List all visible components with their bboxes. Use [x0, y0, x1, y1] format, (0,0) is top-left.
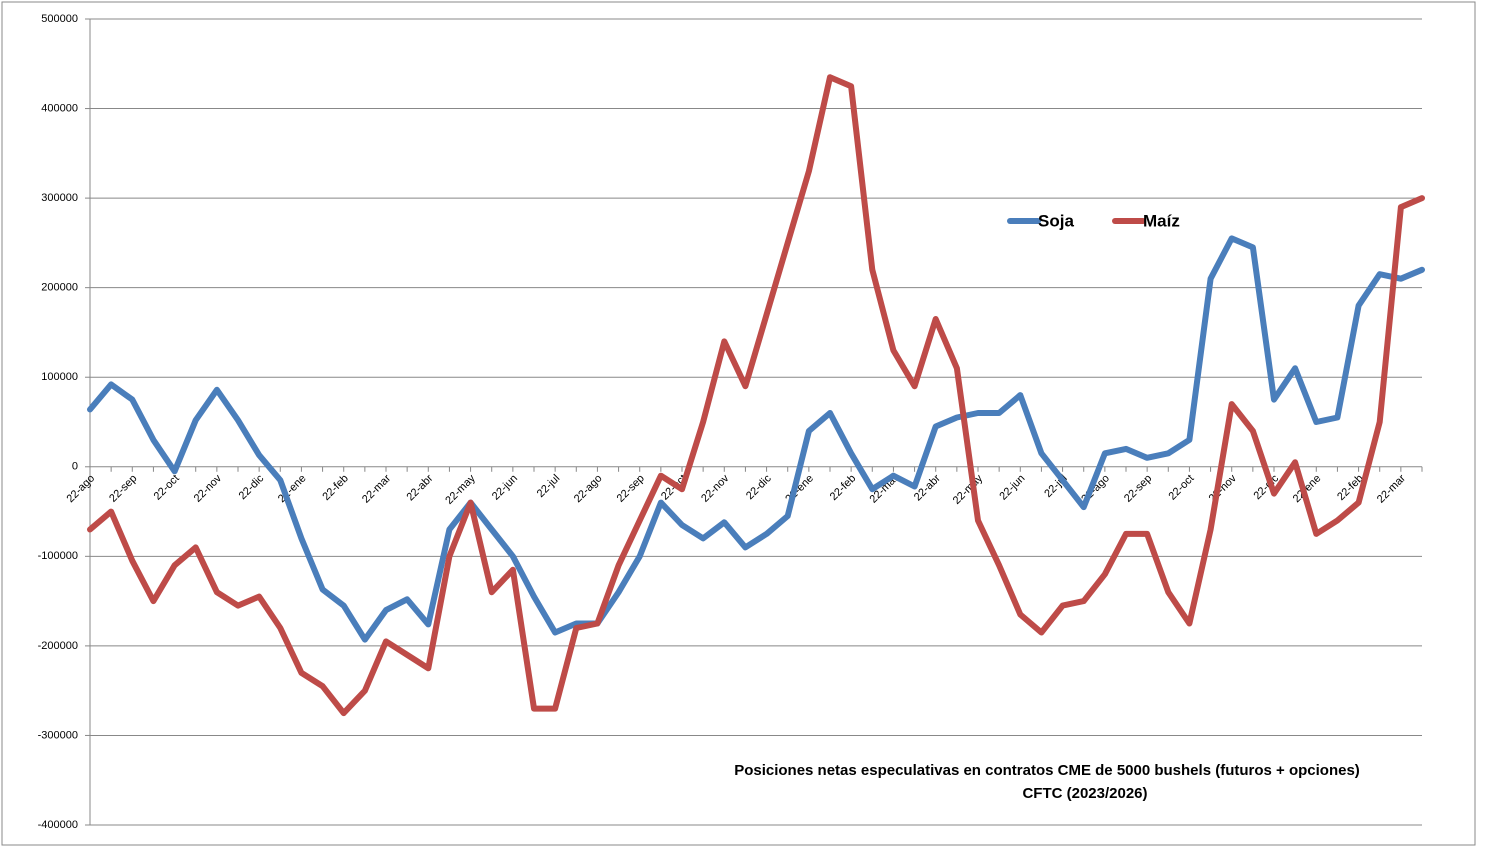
- y-tick-label: 400000: [41, 102, 78, 114]
- y-tick-label: 0: [72, 461, 78, 473]
- series-line: [87, 235, 1425, 643]
- y-tick-label: -100000: [38, 550, 78, 562]
- chart-title: Posiciones netas especulativas en contra…: [734, 762, 1360, 779]
- chart-border: [1, 1, 1476, 846]
- y-tick-label: -400000: [38, 819, 78, 831]
- y-tick-label: 300000: [41, 192, 78, 204]
- series-line: [87, 74, 1425, 717]
- legend-label: Maíz: [1143, 211, 1180, 230]
- y-tick-label: -200000: [38, 640, 78, 652]
- y-tick-label: 100000: [41, 371, 78, 383]
- chart-subtitle: CFTC (2023/2026): [1022, 785, 1147, 802]
- y-tick-label: 200000: [41, 282, 78, 294]
- legend-label: Soja: [1038, 211, 1074, 230]
- y-tick-label: -300000: [38, 729, 78, 741]
- y-tick-label: 500000: [41, 13, 78, 25]
